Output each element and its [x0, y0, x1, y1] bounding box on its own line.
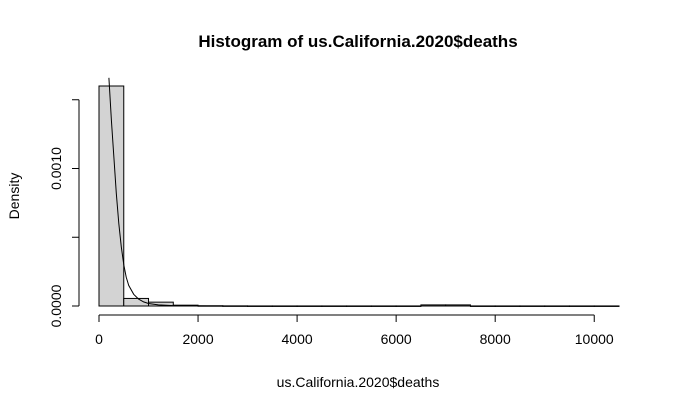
histogram-bar-16 — [494, 305, 521, 307]
histogram-bar-7 — [271, 305, 298, 307]
histogram-bar-18 — [544, 305, 570, 307]
x-axis: 0 2000 4000 6000 8000 10000 — [95, 314, 614, 347]
histogram-bar-10 — [346, 305, 372, 307]
y-axis-label: Density — [6, 173, 22, 220]
y-tick-label: 0.0000 — [48, 284, 64, 327]
x-tick-label: 0 — [95, 331, 103, 347]
histogram-bar-9 — [321, 305, 348, 307]
histogram-bar-14 — [445, 304, 471, 307]
histogram-bar-19 — [568, 305, 595, 307]
density-curve-group — [108, 77, 209, 307]
histogram-bar-13 — [420, 304, 447, 307]
histogram-bar-8 — [296, 305, 323, 307]
histogram-bar-20 — [593, 305, 620, 307]
histogram-bar-2 — [148, 301, 174, 307]
y-axis: 0.0000 0.0010 — [48, 99, 80, 327]
histogram-bar-15 — [469, 305, 496, 307]
histogram-bar-12 — [395, 305, 422, 307]
histogram-bar-17 — [519, 305, 546, 307]
histogram-bar-5 — [222, 305, 249, 307]
x-axis-label: us.California.2020$deaths — [277, 374, 440, 390]
histogram-bar-11 — [370, 305, 397, 307]
x-tick-label: 6000 — [381, 331, 412, 347]
x-tick-label: 2000 — [182, 331, 213, 347]
x-tick-label: 4000 — [282, 331, 313, 347]
histogram-bars — [98, 85, 620, 307]
density-curve — [108, 77, 209, 307]
y-tick-label: 0.0010 — [48, 147, 64, 190]
histogram-bar-6 — [247, 305, 273, 307]
x-tick-label: 8000 — [480, 331, 511, 347]
x-tick-label: 10000 — [575, 331, 614, 347]
chart-title: Histogram of us.California.2020$deaths — [198, 32, 517, 51]
